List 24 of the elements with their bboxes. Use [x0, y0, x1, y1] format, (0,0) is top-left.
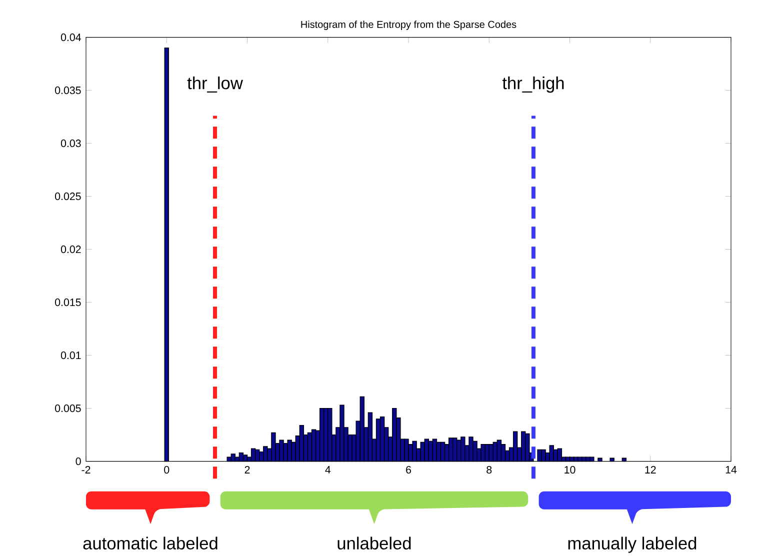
y-tick-label: 0.035 — [55, 86, 81, 94]
x-tick-label: 6 — [406, 466, 411, 474]
y-tick-label: 0.03 — [60, 140, 81, 148]
x-tick-label: 4 — [325, 466, 331, 474]
x-tick-label: 8 — [486, 466, 492, 474]
y-tick-label: 0 — [76, 458, 81, 466]
y-tick-label: 0.025 — [55, 192, 81, 200]
x-tick-label: -2 — [82, 466, 90, 474]
x-tick-label: 0 — [164, 466, 170, 474]
ref-line-label: thr_low — [187, 76, 243, 93]
y-tick-label: 0.01 — [60, 352, 81, 360]
ref-line-label: thr_high — [502, 76, 564, 93]
x-tick-label: 2 — [244, 466, 250, 474]
x-tick-label: 14 — [726, 466, 737, 474]
chart-title: Histogram of the Entropy from the Sparse Codes — [301, 20, 516, 30]
y-tick-label: 0.015 — [55, 298, 81, 306]
y-tick-label: 0.02 — [60, 246, 81, 254]
x-tick-label: 12 — [645, 466, 656, 474]
text: automatic labeled — [83, 536, 218, 550]
text: unlabeled — [338, 536, 411, 550]
x-tick-label: 10 — [564, 466, 576, 474]
text: manually labeled — [568, 536, 696, 553]
y-tick-label: 0.005 — [55, 404, 81, 412]
y-tick-label: 0.04 — [60, 34, 81, 42]
